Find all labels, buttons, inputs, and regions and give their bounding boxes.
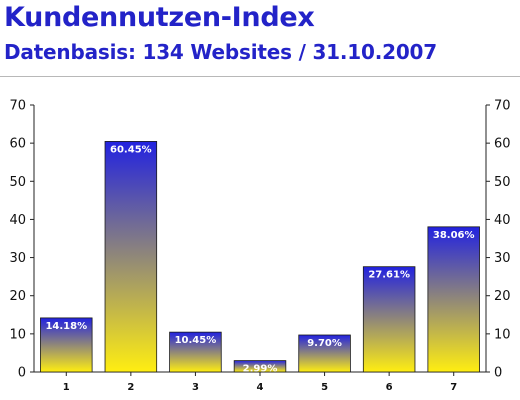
y-tick-label-right: 20 <box>494 289 511 304</box>
x-tick-label: 3 <box>192 382 199 393</box>
bar <box>427 226 480 373</box>
bar-value-label: 27.61% <box>368 270 410 281</box>
bar-value-label: 9.70% <box>307 338 342 349</box>
bar-value-label: 60.45% <box>110 144 152 155</box>
x-tick-label: 5 <box>321 382 328 393</box>
bar <box>40 317 93 373</box>
bar-value-label: 10.45% <box>175 335 217 346</box>
bar <box>298 334 351 373</box>
x-tick-label: 4 <box>257 382 264 393</box>
y-tick-label-right: 70 <box>494 99 511 114</box>
page-title: Kundennutzen-Index <box>4 2 315 33</box>
page-subtitle: Datenbasis: 134 Websites / 31.10.2007 <box>4 40 437 64</box>
y-tick-label-left: 10 <box>9 327 26 342</box>
x-tick-label: 6 <box>386 382 393 393</box>
y-tick-label-right: 50 <box>494 175 511 190</box>
bar-value-label: 38.06% <box>433 230 475 241</box>
bar-value-label: 2.99% <box>243 364 278 375</box>
y-tick-label-left: 60 <box>9 137 26 152</box>
x-tick-label: 1 <box>63 382 70 393</box>
y-tick-label-right: 10 <box>494 327 511 342</box>
y-tick-label-left: 30 <box>9 251 26 266</box>
y-tick-label-left: 0 <box>18 366 26 381</box>
y-tick-label-left: 70 <box>9 99 26 114</box>
y-tick-label-right: 60 <box>494 137 511 152</box>
bar-value-label: 14.18% <box>45 321 87 332</box>
y-tick-label-left: 20 <box>9 289 26 304</box>
x-tick-label: 2 <box>127 382 134 393</box>
bar <box>104 141 158 373</box>
y-tick-label-right: 0 <box>494 366 502 381</box>
y-tick-label-left: 40 <box>9 213 26 228</box>
y-tick-label-right: 30 <box>494 251 511 266</box>
y-tick-label-left: 50 <box>9 175 26 190</box>
bar <box>169 331 222 373</box>
header-divider <box>0 76 520 77</box>
plot-area: 0 0 10 10 20 20 30 30 40 40 50 50 60 60 70 70 14.18% 1 60.… <box>9 99 510 394</box>
y-tick-label-right: 40 <box>494 213 511 228</box>
bar <box>362 266 416 373</box>
x-tick-label: 7 <box>450 382 457 393</box>
